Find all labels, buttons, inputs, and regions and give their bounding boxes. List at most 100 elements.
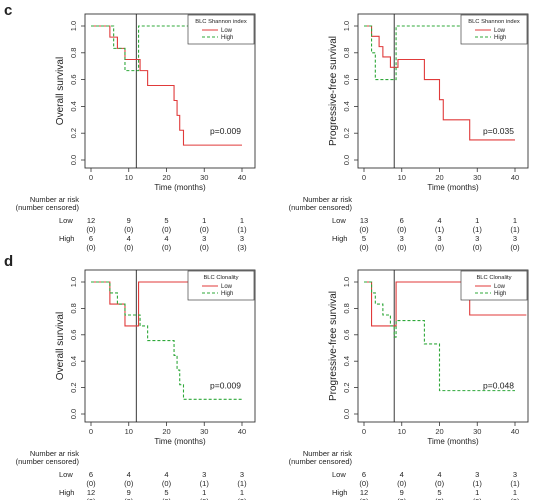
x-tick-label: 20 xyxy=(435,427,443,436)
legend-box xyxy=(460,270,528,301)
x-tick-label: 10 xyxy=(398,427,406,436)
x-tick-label: 10 xyxy=(125,173,133,182)
risk-at-risk-value: 1 xyxy=(475,488,479,497)
km-panel-1: 0.0 0.2 0.4 0.6 0.8 1.0 0 10 20 30 40 Time (months)… xyxy=(16,13,256,252)
risk-table-title: Number ar risk xyxy=(30,449,79,458)
panel-letter-c: c xyxy=(4,2,13,19)
legend-label-high: High xyxy=(221,35,233,41)
risk-at-risk-value: 1 xyxy=(475,216,479,225)
risk-censored-value: (0) xyxy=(162,225,172,234)
x-axis-label: Time (months) xyxy=(154,437,206,446)
risk-censored-value: (1) xyxy=(435,225,445,234)
p-value: p=0.048 xyxy=(483,381,514,391)
x-tick-label: 20 xyxy=(162,173,170,182)
p-value: p=0.035 xyxy=(483,126,514,136)
y-tick-label: 0.8 xyxy=(69,303,78,313)
risk-censored-value: (0) xyxy=(397,497,407,500)
km-curve-low xyxy=(364,25,515,141)
y-tick-label: 0.8 xyxy=(342,303,351,313)
risk-row-label-high: High xyxy=(59,488,74,497)
y-tick-label: 0.6 xyxy=(69,330,78,340)
legend-box xyxy=(187,14,255,45)
km-curve-high xyxy=(364,25,515,81)
km-curve-high xyxy=(91,281,242,400)
y-tick-label: 0.2 xyxy=(69,382,78,392)
risk-censored-value: (1) xyxy=(473,479,483,488)
risk-at-risk-value: 1 xyxy=(240,216,244,225)
y-tick-label: 0.0 xyxy=(69,409,78,419)
y-tick-label: 0.0 xyxy=(342,409,351,419)
risk-at-risk-value: 1 xyxy=(202,216,206,225)
risk-table-title: Number ar risk xyxy=(30,195,79,204)
y-tick-label: 0.2 xyxy=(342,128,351,138)
legend-title: BLC Shannon index xyxy=(195,19,247,25)
km-curve-high xyxy=(91,25,242,72)
y-tick-label: 0.2 xyxy=(69,128,78,138)
risk-censored-value: (0) xyxy=(435,243,445,252)
risk-censored-value: (0) xyxy=(473,497,483,500)
risk-censored-value: (1) xyxy=(200,479,210,488)
risk-censored-value: (0) xyxy=(86,479,96,488)
risk-table-title: Number ar risk xyxy=(303,195,352,204)
plot-frame xyxy=(357,269,529,423)
risk-at-risk-value: 5 xyxy=(164,488,168,497)
risk-at-risk-value: 4 xyxy=(437,216,441,225)
risk-censored-value: (0) xyxy=(86,497,96,500)
plot-frame xyxy=(84,269,256,423)
risk-censored-value: (1) xyxy=(473,225,483,234)
risk-row-label-low: Low xyxy=(332,470,346,479)
risk-at-risk-value: 3 xyxy=(202,470,206,479)
x-tick-label: 10 xyxy=(125,427,133,436)
risk-at-risk-value: 4 xyxy=(127,470,131,479)
x-axis-label: Time (months) xyxy=(154,183,206,192)
y-axis-label: Progressive-free survival xyxy=(328,36,339,146)
risk-at-risk-value: 6 xyxy=(89,234,93,243)
risk-at-risk-value: 12 xyxy=(360,488,368,497)
risk-at-risk-value: 6 xyxy=(400,216,404,225)
x-tick-label: 30 xyxy=(200,427,208,436)
risk-at-risk-value: 9 xyxy=(400,488,404,497)
plot-frame xyxy=(84,13,256,169)
risk-censored-value: (0) xyxy=(162,497,172,500)
risk-at-risk-value: 6 xyxy=(89,470,93,479)
km-curve-low xyxy=(91,25,242,146)
y-tick-label: 1.0 xyxy=(342,21,351,31)
y-axis-label: Progressive-free survival xyxy=(328,291,339,401)
risk-censored-value: (0) xyxy=(200,497,210,500)
risk-censored-value: (0) xyxy=(86,243,96,252)
risk-at-risk-value: 4 xyxy=(437,470,441,479)
y-tick-label: 1.0 xyxy=(342,277,351,287)
y-tick-label: 0.0 xyxy=(342,155,351,165)
x-tick-label: 30 xyxy=(473,173,481,182)
risk-at-risk-value: 5 xyxy=(164,216,168,225)
risk-censored-value: (0) xyxy=(435,479,445,488)
risk-row-label-high: High xyxy=(332,234,347,243)
y-tick-label: 1.0 xyxy=(69,21,78,31)
risk-censored-value: (0) xyxy=(124,225,134,234)
y-tick-label: 0.4 xyxy=(69,356,78,366)
risk-censored-value: (0) xyxy=(435,497,445,500)
km-panel-2: 0.0 0.2 0.4 0.6 0.8 1.0 0 10 20 30 40 Time (months)… xyxy=(289,13,529,252)
risk-censored-value: (3) xyxy=(237,243,247,252)
risk-censored-value: (0) xyxy=(124,497,134,500)
legend-box xyxy=(460,14,528,45)
x-tick-label: 40 xyxy=(238,427,246,436)
x-tick-label: 30 xyxy=(473,427,481,436)
risk-censored-value: (1) xyxy=(237,479,247,488)
x-tick-label: 40 xyxy=(511,173,519,182)
risk-at-risk-value: 3 xyxy=(240,234,244,243)
risk-at-risk-value: 9 xyxy=(127,216,131,225)
risk-table-title: Number ar risk xyxy=(303,449,352,458)
risk-at-risk-value: 3 xyxy=(202,234,206,243)
risk-row-label-high: High xyxy=(332,488,347,497)
risk-censored-value: (0) xyxy=(359,243,369,252)
y-tick-label: 0.6 xyxy=(69,74,78,84)
risk-censored-value: (0) xyxy=(124,243,134,252)
legend-title: BLC Clonality xyxy=(476,275,511,281)
legend-label-low: Low xyxy=(221,284,233,290)
risk-censored-value: (0) xyxy=(200,243,210,252)
x-tick-label: 20 xyxy=(435,173,443,182)
risk-censored-value: (0) xyxy=(162,243,172,252)
risk-at-risk-value: 12 xyxy=(87,216,95,225)
